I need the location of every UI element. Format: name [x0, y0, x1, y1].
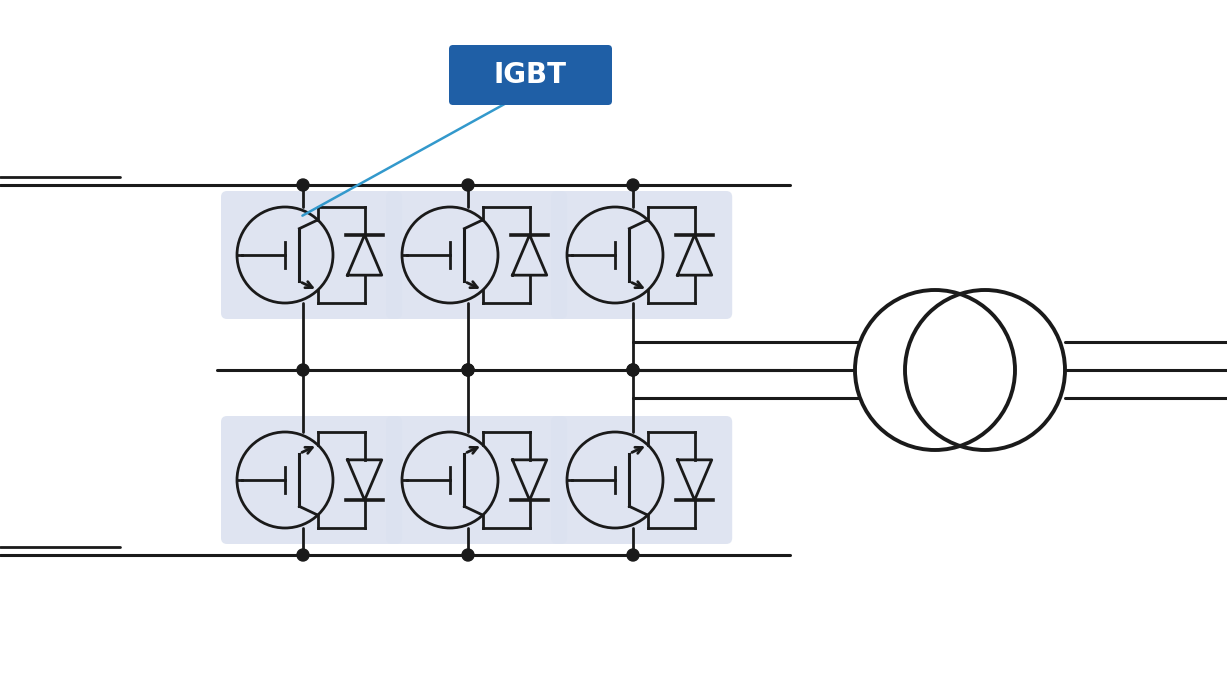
Text: IGBT: IGBT — [493, 61, 567, 89]
Circle shape — [627, 179, 639, 191]
Circle shape — [627, 364, 639, 376]
Circle shape — [855, 290, 1015, 450]
Circle shape — [463, 549, 474, 561]
Circle shape — [463, 364, 474, 376]
FancyBboxPatch shape — [387, 191, 567, 319]
FancyBboxPatch shape — [221, 416, 402, 544]
FancyBboxPatch shape — [551, 416, 733, 544]
Circle shape — [297, 364, 309, 376]
Circle shape — [627, 549, 639, 561]
Circle shape — [463, 179, 474, 191]
FancyBboxPatch shape — [551, 191, 733, 319]
Circle shape — [297, 179, 309, 191]
FancyBboxPatch shape — [449, 45, 612, 105]
Circle shape — [463, 364, 474, 376]
Circle shape — [297, 549, 309, 561]
Circle shape — [906, 290, 1065, 450]
FancyBboxPatch shape — [387, 416, 567, 544]
FancyBboxPatch shape — [221, 191, 402, 319]
Circle shape — [627, 364, 639, 376]
